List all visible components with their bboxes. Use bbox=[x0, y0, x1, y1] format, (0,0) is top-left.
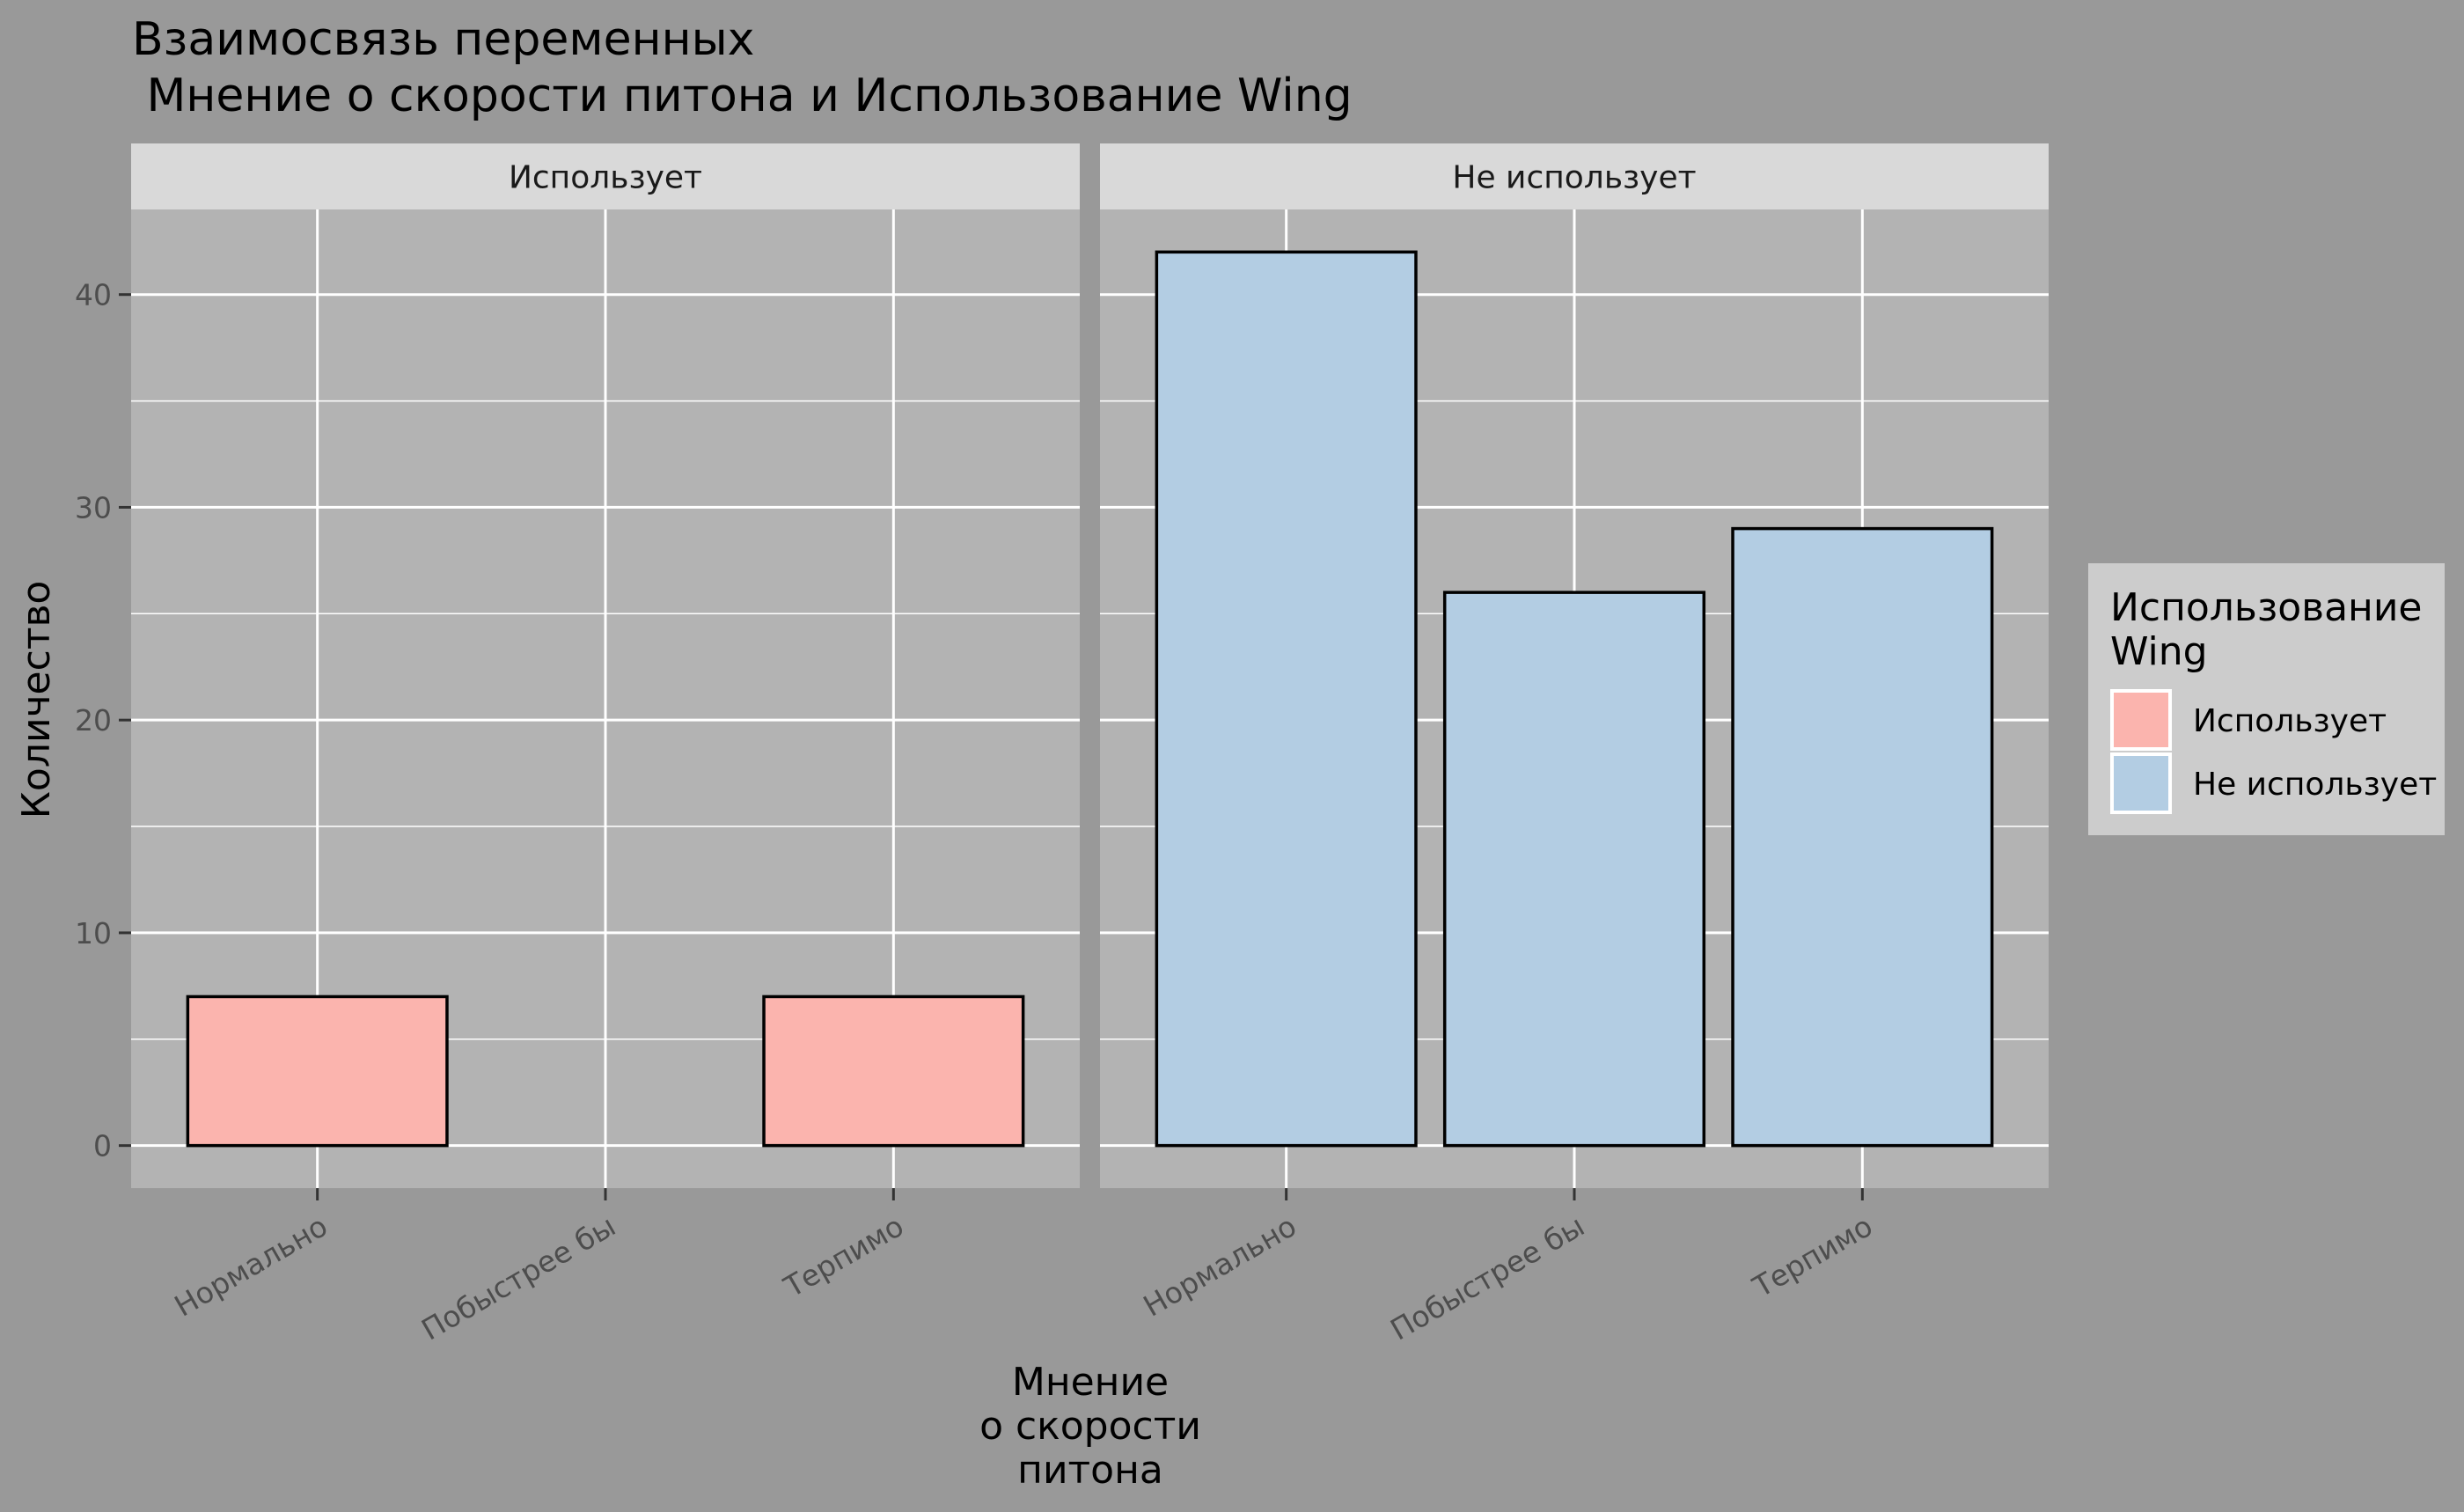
facet-panels: Использует Не использует bbox=[131, 143, 2049, 1188]
y-tick-label: 10 bbox=[75, 916, 112, 951]
x-axis-title-line-2: о скорости bbox=[979, 1404, 1201, 1449]
bar bbox=[186, 995, 449, 1148]
y-tick-label: 40 bbox=[75, 278, 112, 312]
bar bbox=[1731, 526, 1994, 1148]
y-axis-title: Количество bbox=[14, 581, 59, 819]
legend-key bbox=[2114, 693, 2168, 747]
legend-items: Использует Не использует bbox=[2110, 689, 2437, 814]
y-tick-label: 30 bbox=[75, 490, 112, 525]
bar bbox=[762, 995, 1025, 1148]
x-axis-title-line-3: питона bbox=[1017, 1448, 1163, 1493]
chart-title: Взаимосвязь переменных Мнение о скорости… bbox=[132, 13, 1353, 122]
chart-title-line-2: Мнение о скорости питона и Использование… bbox=[132, 70, 1353, 122]
bar bbox=[1442, 591, 1706, 1148]
facet-strip-label: Не использует bbox=[1452, 160, 1696, 196]
x-axis-title-line-1: Мнение bbox=[1012, 1360, 1169, 1405]
chart-title-line-1: Взаимосвязь переменных bbox=[132, 13, 754, 66]
y-axis-ticks: 0 10 20 30 40 bbox=[75, 278, 131, 1163]
facet-strip bbox=[1100, 143, 2049, 209]
y-tick-label: 20 bbox=[75, 703, 112, 738]
legend-key bbox=[2114, 756, 2168, 811]
legend-title-line-1: Использование bbox=[2110, 585, 2423, 630]
legend-title-line-2: Wing bbox=[2110, 629, 2208, 674]
facet-strip-label: Использует bbox=[509, 160, 702, 196]
facet-panel: Не использует bbox=[1100, 143, 2049, 1188]
x-axis-title: Мнение о скорости питона bbox=[979, 1360, 1201, 1493]
facet-strip bbox=[131, 143, 1080, 209]
legend: Использование Wing Использует Не использу… bbox=[2088, 563, 2445, 835]
legend-label: Использует bbox=[2193, 703, 2387, 739]
facet-panel: Использует bbox=[131, 143, 1080, 1188]
bar bbox=[1155, 250, 1418, 1148]
y-tick-label: 0 bbox=[93, 1129, 112, 1163]
legend-label: Не использует bbox=[2193, 767, 2437, 803]
